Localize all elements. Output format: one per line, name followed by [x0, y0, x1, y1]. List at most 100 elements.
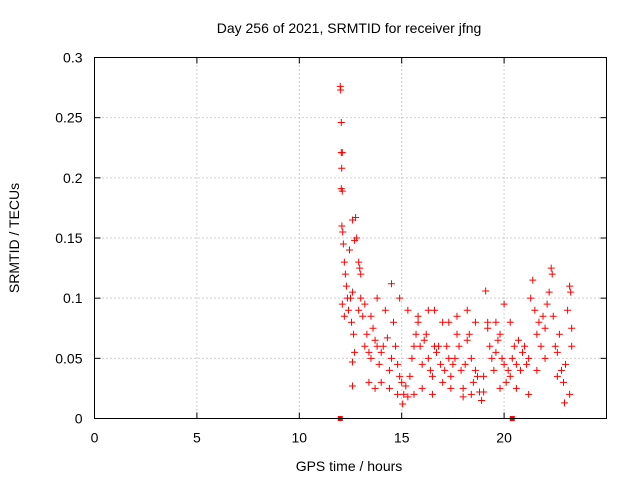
data-point	[471, 318, 479, 326]
data-point	[396, 294, 404, 302]
data-point	[447, 384, 455, 392]
data-point	[533, 330, 541, 338]
data-point	[339, 240, 347, 248]
data-point	[512, 360, 520, 368]
data-point	[350, 330, 358, 338]
data-point	[351, 348, 359, 356]
data-point	[402, 382, 410, 390]
data-point	[471, 366, 479, 374]
data-point	[340, 258, 348, 266]
data-point	[400, 390, 408, 398]
data-point	[553, 372, 561, 380]
data-point	[410, 390, 418, 398]
data-point	[529, 276, 537, 284]
data-point	[557, 366, 565, 374]
data-point	[465, 330, 473, 338]
plot-frame	[94, 57, 607, 419]
data-point	[338, 149, 346, 157]
data-point	[341, 270, 349, 278]
data-point	[359, 312, 367, 320]
data-point	[387, 354, 395, 362]
data-point	[443, 342, 451, 350]
data-point	[338, 300, 346, 308]
data-point	[455, 342, 463, 350]
data-point	[365, 348, 373, 356]
data-point	[461, 360, 469, 368]
data-point	[453, 312, 461, 320]
data-point	[404, 393, 412, 401]
data-point	[383, 334, 391, 342]
data-point	[375, 360, 383, 368]
x-tick-label: 20	[496, 430, 512, 446]
data-point	[426, 366, 434, 374]
data-point	[486, 342, 494, 350]
data-point	[506, 372, 514, 380]
y-tick-label: 0.05	[55, 350, 82, 366]
x-tick-label: 0	[91, 430, 99, 446]
data-point	[525, 390, 533, 398]
chart-title: Day 256 of 2021, SRMTID for receiver jfn…	[217, 20, 482, 36]
data-point	[398, 378, 406, 386]
data-point	[506, 318, 514, 326]
data-point	[373, 294, 381, 302]
data-point	[399, 400, 407, 408]
data-point	[439, 318, 447, 326]
data-point	[345, 246, 353, 254]
data-point	[568, 342, 576, 350]
data-point	[473, 372, 481, 380]
data-point	[480, 388, 488, 396]
data-point	[361, 342, 369, 350]
data-point	[504, 366, 512, 374]
data-point	[371, 336, 379, 344]
data-point	[567, 288, 575, 296]
y-tick-label: 0.2	[63, 170, 83, 186]
data-point	[394, 360, 402, 368]
data-point	[512, 384, 520, 392]
data-point	[369, 324, 377, 332]
data-point	[418, 384, 426, 392]
data-point	[543, 300, 551, 308]
data-point	[566, 390, 574, 398]
data-point	[430, 306, 438, 314]
data-point	[418, 360, 426, 368]
data-point	[561, 399, 569, 407]
data-point	[385, 366, 393, 374]
data-point	[353, 234, 361, 242]
data-point	[484, 318, 492, 326]
data-point	[441, 366, 449, 374]
data-point	[365, 378, 373, 386]
data-point	[355, 258, 363, 266]
data-point	[527, 294, 535, 302]
data-point	[482, 287, 490, 295]
data-point	[338, 164, 346, 172]
data-point	[367, 354, 375, 362]
data-point	[390, 318, 398, 326]
data-point	[467, 390, 475, 398]
data-point	[453, 330, 461, 338]
data-point	[467, 354, 475, 362]
data-point	[437, 360, 445, 368]
data-point	[355, 306, 363, 314]
data-point	[344, 306, 352, 314]
data-point	[496, 384, 504, 392]
data-point	[422, 330, 430, 338]
axis-ticks: 0 0.05 0.1 0.15 0.2 0.25 0.3 0 5 10 15 20	[55, 50, 607, 446]
data-point	[406, 372, 414, 380]
x-tick-label: 10	[292, 430, 308, 446]
data-point	[445, 318, 453, 326]
data-point	[394, 390, 402, 398]
data-point	[338, 187, 346, 195]
data-point	[459, 393, 467, 401]
data-point	[525, 354, 533, 362]
data-point	[377, 378, 385, 386]
data-point	[519, 348, 527, 356]
y-tick-label: 0.1	[63, 290, 83, 306]
data-point	[492, 348, 500, 356]
data-point	[392, 342, 400, 350]
data-point	[373, 342, 381, 350]
data-point	[502, 378, 510, 386]
data-point	[356, 264, 364, 272]
data-point	[498, 354, 506, 362]
data-point	[547, 264, 555, 272]
